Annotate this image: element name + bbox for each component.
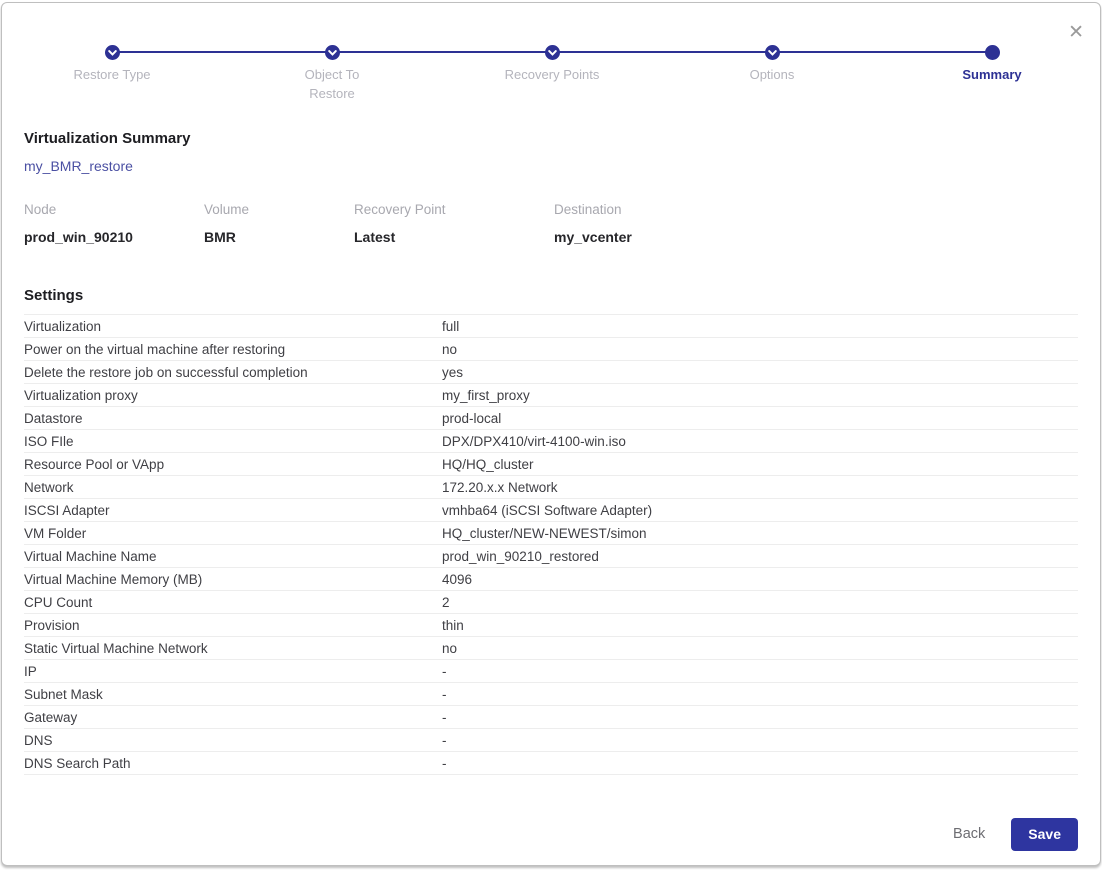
overview-value: BMR bbox=[204, 229, 236, 245]
settings-row: Virtual Machine Name prod_win_90210_resto… bbox=[24, 545, 1078, 568]
settings-row: Datastore prod-local bbox=[24, 407, 1078, 430]
overview-grid: Node prod_win_90210 Volume BMR Recovery Poin… bbox=[24, 202, 1078, 245]
settings-row-label: Virtual Machine Memory (MB) bbox=[24, 571, 203, 587]
settings-row-value: yes bbox=[442, 364, 464, 380]
settings-row: Virtualization full bbox=[24, 315, 1078, 338]
settings-row-label: Provision bbox=[24, 617, 80, 633]
settings-row-value: - bbox=[442, 732, 447, 748]
step-label: Recovery Points bbox=[504, 67, 600, 82]
step-label: Summary bbox=[962, 67, 1022, 82]
step-label: Restore Type bbox=[73, 67, 151, 82]
overview-value: prod_win_90210 bbox=[24, 229, 133, 245]
settings-row-label: Gateway bbox=[24, 709, 78, 725]
back-button[interactable]: Back bbox=[939, 826, 999, 842]
settings-row: Power on the virtual machine after resto… bbox=[24, 338, 1078, 361]
settings-row: Subnet Mask - bbox=[24, 683, 1078, 706]
overview-volume: Volume BMR bbox=[204, 202, 354, 245]
step-label: Options bbox=[749, 67, 795, 82]
settings-row: Provision thin bbox=[24, 614, 1078, 637]
settings-row-value: prod_win_90210_restored bbox=[442, 548, 599, 564]
settings-row: Static Virtual Machine Network no bbox=[24, 637, 1078, 660]
overview-value: Latest bbox=[354, 229, 396, 245]
step-object-to-restore[interactable]: Object To Restore bbox=[252, 43, 412, 103]
settings-row-value: - bbox=[442, 686, 447, 702]
settings-row-value: full bbox=[442, 318, 460, 334]
settings-row-label: Static Virtual Machine Network bbox=[24, 640, 208, 656]
settings-row: CPU Count 2 bbox=[24, 591, 1078, 614]
settings-row-value: - bbox=[442, 709, 447, 725]
settings-row-value: - bbox=[442, 663, 447, 679]
step-active-dot-icon bbox=[984, 45, 1000, 60]
job-name-link[interactable]: my_BMR_restore bbox=[24, 158, 133, 174]
settings-title: Settings bbox=[24, 287, 84, 304]
settings-row-label: Datastore bbox=[24, 410, 83, 426]
step-check-icon bbox=[544, 45, 560, 60]
settings-table: Virtualization full Power on the virtual m… bbox=[24, 314, 1078, 775]
settings-row-label: Subnet Mask bbox=[24, 686, 103, 702]
settings-row-value: my_first_proxy bbox=[442, 387, 530, 403]
settings-row: IP - bbox=[24, 660, 1078, 683]
overview-value: my_vcenter bbox=[554, 229, 632, 245]
step-summary[interactable]: Summary bbox=[912, 43, 1072, 84]
step-check-icon bbox=[104, 45, 120, 60]
settings-row-value: DPX/DPX410/virt-4100-win.iso bbox=[442, 433, 626, 449]
page-title: Virtualization Summary bbox=[24, 130, 191, 147]
settings-row: Gateway - bbox=[24, 706, 1078, 729]
settings-row-label: IP bbox=[24, 663, 37, 679]
settings-row-value: 2 bbox=[442, 594, 450, 610]
settings-row-value: - bbox=[442, 755, 447, 771]
settings-row-label: Virtualization proxy bbox=[24, 387, 138, 403]
settings-row: Resource Pool or VApp HQ/HQ_cluster bbox=[24, 453, 1078, 476]
settings-row-value: 172.20.x.x Network bbox=[442, 479, 558, 495]
settings-row-label: ISCSI Adapter bbox=[24, 502, 110, 518]
settings-row-value: prod-local bbox=[442, 410, 502, 426]
overview-recovery-point: Recovery Point Latest bbox=[354, 202, 554, 245]
settings-row-label: Virtual Machine Name bbox=[24, 548, 157, 564]
overview-destination: Destination my_vcenter bbox=[554, 202, 1078, 245]
settings-row: Virtual Machine Memory (MB) 4096 bbox=[24, 568, 1078, 591]
step-check-icon bbox=[324, 45, 340, 60]
settings-row-label: Power on the virtual machine after resto… bbox=[24, 341, 286, 357]
settings-row-label: Virtualization bbox=[24, 318, 102, 334]
step-options[interactable]: Options bbox=[692, 43, 852, 84]
settings-row: DNS - bbox=[24, 729, 1078, 752]
step-recovery-points[interactable]: Recovery Points bbox=[472, 43, 632, 84]
footer: Back Save bbox=[939, 816, 1078, 852]
settings-row: ISO FIle DPX/DPX410/virt-4100-win.iso bbox=[24, 430, 1078, 453]
settings-row-value: 4096 bbox=[442, 571, 473, 587]
overview-node: Node prod_win_90210 bbox=[24, 202, 204, 245]
settings-row-label: Network bbox=[24, 479, 74, 495]
step-label: Object To Restore bbox=[304, 67, 360, 101]
overview-label: Node bbox=[24, 202, 57, 217]
settings-row-label: VM Folder bbox=[24, 525, 87, 541]
settings-row-label: Resource Pool or VApp bbox=[24, 456, 165, 472]
settings-row: ISCSI Adapter vmhba64 (iSCSI Software Ada… bbox=[24, 499, 1078, 522]
settings-row-value: HQ/HQ_cluster bbox=[442, 456, 534, 472]
settings-row-label: ISO FIle bbox=[24, 433, 74, 449]
settings-row: Network 172.20.x.x Network bbox=[24, 476, 1078, 499]
settings-row-value: no bbox=[442, 640, 458, 656]
settings-row-value: thin bbox=[442, 617, 464, 633]
stepper: Restore Type Object To Restore Recovery Poi… bbox=[2, 43, 1100, 105]
settings-row-value: vmhba64 (iSCSI Software Adapter) bbox=[442, 502, 653, 518]
step-restore-type[interactable]: Restore Type bbox=[32, 43, 192, 84]
settings-row: VM Folder HQ_cluster/NEW-NEWEST/simon bbox=[24, 522, 1078, 545]
close-icon[interactable]: ✕ bbox=[1068, 22, 1084, 43]
settings-row: DNS Search Path - bbox=[24, 752, 1078, 775]
settings-row-label: CPU Count bbox=[24, 594, 93, 610]
step-check-icon bbox=[764, 45, 780, 60]
settings-row-label: Delete the restore job on successful com… bbox=[24, 364, 308, 380]
settings-row-value: no bbox=[442, 341, 458, 357]
overview-label: Recovery Point bbox=[354, 202, 446, 217]
settings-row-label: DNS Search Path bbox=[24, 755, 131, 771]
settings-row: Delete the restore job on successful com… bbox=[24, 361, 1078, 384]
save-button[interactable]: Save bbox=[1011, 817, 1078, 851]
settings-row-label: DNS bbox=[24, 732, 53, 748]
overview-label: Volume bbox=[204, 202, 250, 217]
settings-row-value: HQ_cluster/NEW-NEWEST/simon bbox=[442, 525, 647, 541]
overview-label: Destination bbox=[554, 202, 622, 217]
settings-row: Virtualization proxy my_first_proxy bbox=[24, 384, 1078, 407]
